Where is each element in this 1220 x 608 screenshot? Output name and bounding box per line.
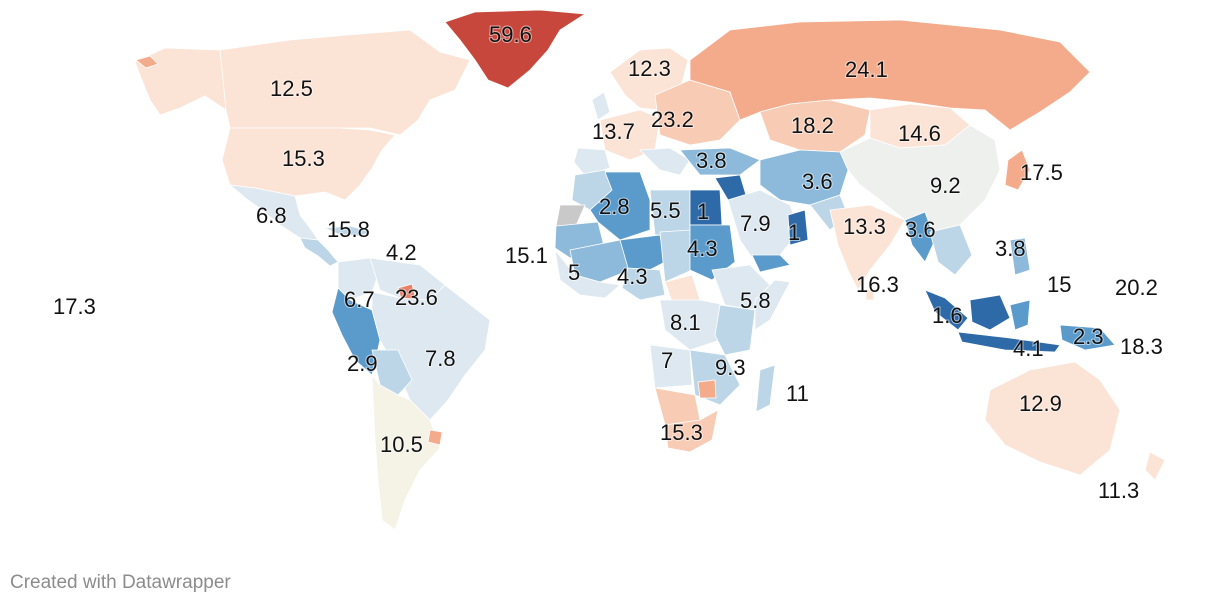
region-indochina[interactable] — [929, 224, 973, 276]
region-mexico[interactable] — [228, 184, 319, 241]
label-peru: 2.9 — [347, 351, 378, 376]
label-drc: 8.1 — [670, 310, 701, 335]
region-cuba[interactable] — [323, 225, 374, 237]
label-argentina: 10.5 — [380, 432, 423, 457]
datawrapper-credit[interactable]: Created with Datawrapper — [10, 572, 231, 593]
label-ethiopia: 5.8 — [740, 288, 771, 313]
label-egypt: 1 — [697, 199, 709, 224]
region-borneo[interactable] — [969, 294, 1011, 331]
label-philippines: 3.8 — [995, 236, 1026, 261]
region-italy-balkans[interactable] — [639, 147, 691, 176]
label-algeria: 2.8 — [599, 194, 630, 219]
label-iran: 3.6 — [802, 169, 833, 194]
region-indonesia[interactable] — [957, 331, 1061, 353]
label-oman: 1 — [788, 220, 800, 245]
region-turkey[interactable] — [679, 147, 761, 176]
label-australia: 12.9 — [1019, 391, 1062, 416]
region-niger[interactable] — [619, 234, 666, 276]
label-madagascar: 11 — [786, 381, 809, 406]
label-mozambique: 9.3 — [715, 355, 746, 380]
label-indonesia: 4.1 — [1013, 336, 1044, 361]
region-philippines[interactable] — [1009, 237, 1031, 276]
region-central-america[interactable] — [299, 237, 339, 267]
label-south-africa: 15.3 — [660, 420, 703, 445]
label-scandinavia: 12.3 — [628, 56, 671, 81]
region-yemen[interactable] — [751, 254, 791, 273]
region-russia[interactable] — [689, 19, 1091, 131]
label-sri-lanka: 16.3 — [856, 272, 899, 297]
region-argentina[interactable] — [371, 373, 441, 531]
region-west-africa-coast[interactable] — [554, 248, 621, 299]
label-usa: 15.3 — [282, 146, 325, 171]
region-oman[interactable] — [787, 209, 809, 246]
region-png[interactable] — [1059, 324, 1116, 351]
region-greenland[interactable] — [444, 9, 587, 89]
label-turkey: 3.8 — [696, 148, 727, 173]
label-new-zealand: 11.3 — [1098, 478, 1139, 503]
label-brazil: 7.8 — [425, 346, 456, 371]
region-australia[interactable] — [984, 361, 1121, 476]
label-png: 2.3 — [1073, 324, 1104, 349]
land-layer — [134, 9, 1166, 531]
region-zimbabwe[interactable] — [697, 379, 717, 399]
label-lesser-antilles: 4.2 — [386, 240, 417, 265]
label-libya: 5.5 — [650, 198, 681, 223]
label-angola: 7 — [661, 348, 673, 373]
region-new-zealand[interactable] — [1144, 451, 1166, 481]
label-micronesia: 15 — [1047, 272, 1071, 297]
region-bolivia[interactable] — [371, 349, 413, 396]
label-guyana: 23.6 — [395, 285, 438, 310]
label-japan: 17.5 — [1020, 160, 1063, 185]
label-saudi-arabia: 7.9 — [740, 211, 771, 236]
region-kenya-tanzania[interactable] — [714, 304, 756, 356]
region-china[interactable] — [839, 124, 1001, 233]
region-south-africa[interactable] — [664, 409, 719, 453]
label-western-europe: 13.7 — [592, 119, 635, 144]
label-sudan: 4.3 — [687, 236, 718, 261]
label-west-africa-coast: 15.1 — [505, 243, 548, 268]
label-myanmar: 3.6 — [905, 217, 936, 242]
label-pacific-islands-east: 17.3 — [53, 294, 96, 319]
region-uk[interactable] — [591, 91, 611, 121]
region-sri-lanka[interactable] — [865, 287, 875, 301]
label-pacific-islands-west: 20.2 — [1115, 275, 1158, 300]
region-india[interactable] — [829, 204, 906, 291]
region-aleutians[interactable] — [135, 55, 159, 69]
region-sulawesi[interactable] — [1009, 299, 1031, 331]
label-china: 9.2 — [930, 173, 961, 198]
label-kazakhstan: 18.2 — [791, 113, 834, 138]
label-malaysia: 1.6 — [932, 303, 963, 328]
region-angola[interactable] — [649, 344, 693, 389]
label-eastern-europe: 23.2 — [651, 107, 694, 132]
label-mongolia: 14.6 — [898, 121, 941, 146]
region-uruguay[interactable] — [427, 429, 443, 446]
region-malaysia[interactable] — [924, 289, 969, 331]
label-solomon-islands: 18.3 — [1120, 334, 1163, 359]
label-canada: 12.5 — [270, 76, 313, 101]
label-russia: 24.1 — [845, 57, 888, 82]
region-nigeria[interactable] — [621, 267, 666, 301]
label-mexico: 6.8 — [256, 203, 287, 228]
label-india: 13.3 — [843, 214, 886, 239]
region-brazil[interactable] — [371, 284, 491, 421]
region-canada[interactable] — [219, 29, 471, 136]
region-somalia[interactable] — [754, 279, 791, 331]
region-myanmar[interactable] — [904, 211, 936, 263]
region-japan[interactable] — [1004, 149, 1031, 191]
label-mali: 5 — [568, 260, 580, 285]
region-kazakhstan[interactable] — [759, 99, 871, 153]
value-labels: 59.6 12.5 15.3 6.8 15.8 4.2 17.3 6.7 23.… — [52, 21, 1164, 504]
label-caribbean: 15.8 — [327, 217, 370, 242]
label-niger: 4.3 — [617, 264, 648, 289]
label-colombia: 6.7 — [344, 287, 375, 312]
region-mali[interactable] — [569, 239, 631, 283]
region-alaska[interactable] — [134, 47, 233, 116]
region-madagascar[interactable] — [755, 364, 776, 413]
label-greenland: 59.6 — [489, 22, 532, 47]
